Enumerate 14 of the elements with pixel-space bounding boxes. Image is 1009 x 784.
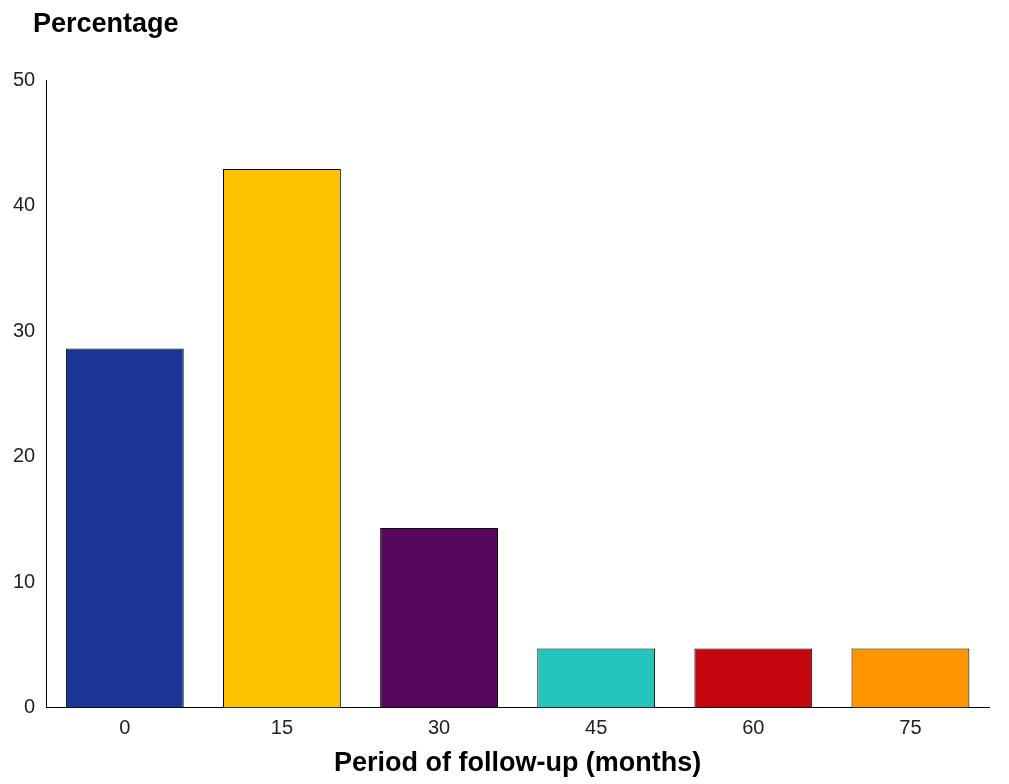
y-tick-label: 20: [13, 444, 36, 467]
x-axis-title: Period of follow-up (months): [333, 747, 702, 778]
x-tick-label: 0: [119, 716, 131, 739]
x-tick-label: 15: [270, 716, 294, 739]
x-tick-label: 45: [585, 716, 608, 739]
y-axis-title: Percentage: [33, 8, 179, 39]
y-tick-label: 0: [24, 695, 36, 718]
x-tick-label: 30: [427, 716, 451, 739]
y-tick-label: 30: [13, 318, 36, 341]
y-tick-label: 10: [13, 569, 36, 592]
x-tick-label: 60: [742, 716, 765, 739]
y-tick-label: 50: [13, 67, 36, 90]
x-tick-label: 75: [899, 716, 922, 739]
y-tick-label: 40: [13, 193, 36, 216]
